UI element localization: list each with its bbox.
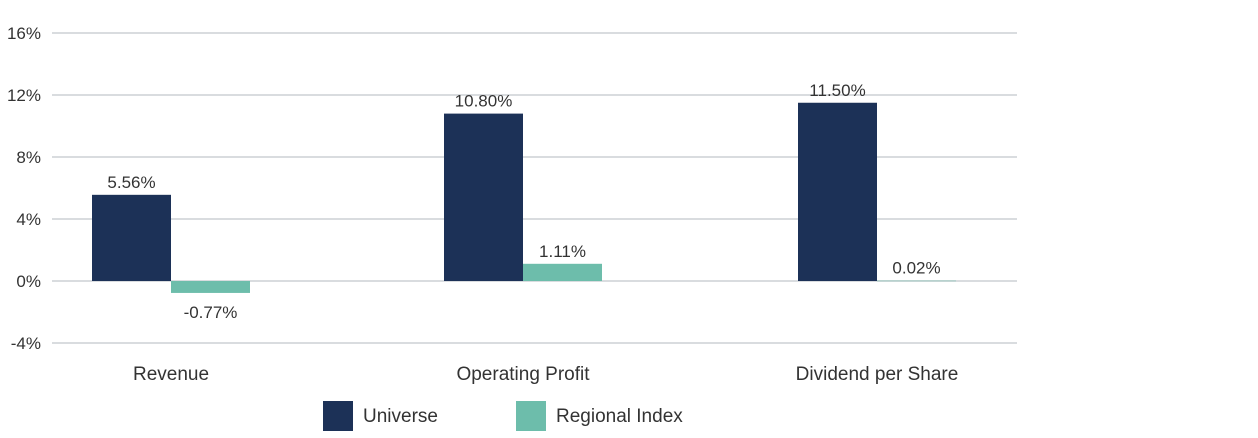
data-label: 1.11% [539,242,586,261]
y-tick-label: 12% [7,86,41,105]
category-label: Revenue [133,364,209,385]
category-label: Operating Profit [456,364,590,385]
data-label: 5.56% [107,173,155,192]
y-axis-tick-labels: 16% 12% 8% 4% 0% -4% [7,24,41,353]
y-tick-label: 16% [7,24,41,43]
data-label: 11.50% [809,81,865,100]
data-label: 0.02% [892,259,940,278]
data-labels: 5.56% 10.80% 11.50% -0.77% 1.11% 0.02% [107,81,940,322]
bars [92,102,956,293]
y-tick-label: 4% [16,210,41,229]
legend: Universe Regional Index [323,401,683,431]
data-label: 10.80% [455,92,513,111]
legend-swatch [323,401,353,431]
y-tick-label: 8% [16,148,41,167]
y-tick-label: -4% [11,334,41,353]
bar-regional-index-0 [171,281,250,293]
bar-universe-2 [798,102,877,281]
bar-universe-1 [444,113,523,281]
category-label: Dividend per Share [796,364,959,385]
data-label: -0.77% [184,303,238,322]
bar-regional-index-1 [523,263,602,281]
bar-universe-0 [92,194,171,281]
y-tick-label: 0% [16,272,41,291]
bar-regional-index-2 [877,280,956,282]
category-labels: Revenue Operating Profit Dividend per Shar… [133,364,958,385]
legend-label: Regional Index [556,406,683,427]
legend-swatch [516,401,546,431]
legend-label: Universe [363,406,438,427]
